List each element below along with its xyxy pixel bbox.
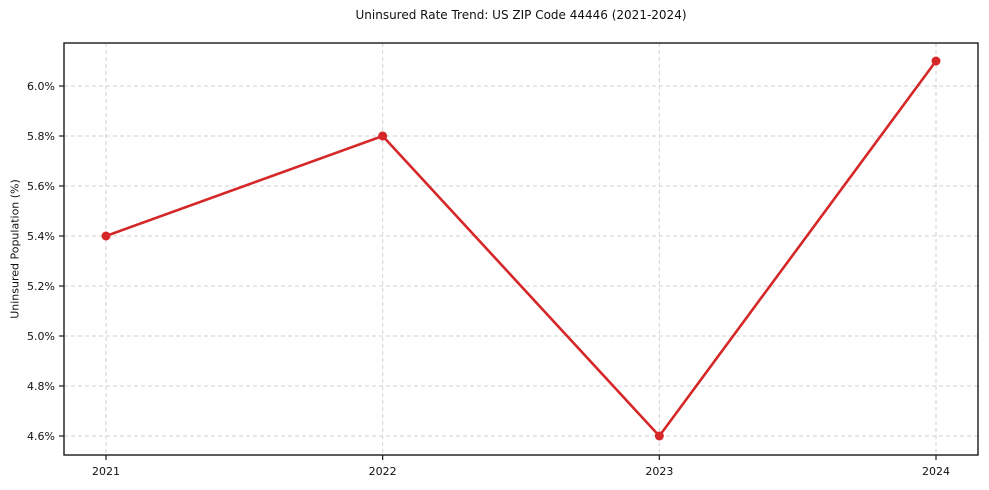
y-tick-label: 5.6% [27, 180, 55, 193]
data-point [101, 231, 111, 241]
y-tick-label: 5.0% [27, 330, 55, 343]
data-point [378, 131, 388, 141]
x-tick-label: 2021 [92, 465, 120, 478]
data-point [654, 431, 664, 441]
y-tick-label: 5.4% [27, 230, 55, 243]
data-point [931, 56, 941, 66]
y-tick-label: 5.2% [27, 280, 55, 293]
y-tick-label: 4.6% [27, 430, 55, 443]
chart-title: Uninsured Rate Trend: US ZIP Code 44446 … [355, 8, 687, 22]
x-tick-label: 2023 [645, 465, 673, 478]
y-tick-label: 4.8% [27, 380, 55, 393]
plot-border [63, 42, 979, 456]
x-tick-label: 2022 [369, 465, 397, 478]
y-tick-label: 6.0% [27, 80, 55, 93]
y-tick-label: 5.8% [27, 130, 55, 143]
x-tick-label: 2024 [922, 465, 950, 478]
trend-line [104, 59, 938, 438]
